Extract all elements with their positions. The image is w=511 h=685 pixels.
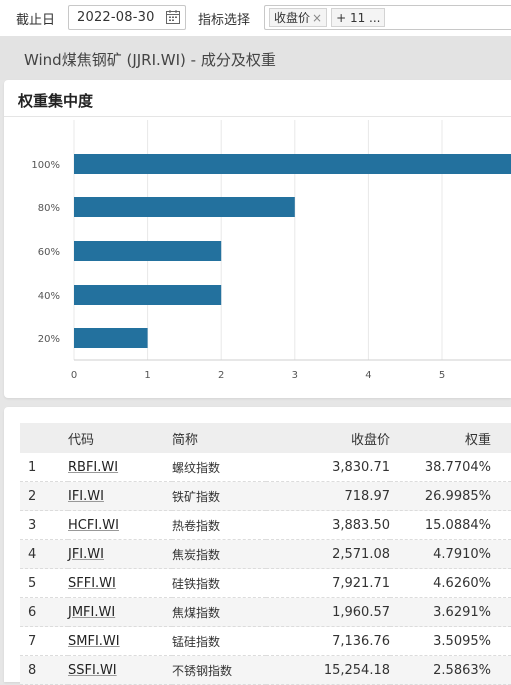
toolbar: 截止日 2022-08-30 指标选择 收盘价 × + 11 ... [0, 0, 511, 36]
x-tick-label: 1 [144, 370, 150, 381]
row-code-cell: SMFI.WI [68, 626, 172, 656]
date-value[interactable]: 2022-08-30 [77, 10, 155, 25]
code-link[interactable]: SSFI.WI [68, 662, 117, 678]
bar [74, 154, 511, 174]
row-close: 718.97 [266, 481, 390, 511]
constituents-panel: 代码 简称 收盘价 权重 1 RBFI.WI 螺纹指数 3,830.71 38.… [4, 407, 511, 685]
row-code-cell: JFI.WI [68, 539, 172, 569]
table-row: 7 SMFI.WI 锰硅指数 7,136.76 3.5095% [20, 626, 511, 656]
row-weight: 3.5095% [390, 626, 511, 656]
row-weight: 15.0884% [390, 510, 511, 540]
row-close: 7,136.76 [266, 626, 390, 656]
indicator-select[interactable]: 收盘价 × + 11 ... [264, 5, 511, 30]
code-link[interactable]: JMFI.WI [68, 604, 116, 620]
divider [4, 116, 511, 117]
header-index [20, 423, 68, 453]
row-name: 锰硅指数 [172, 626, 266, 656]
bar [74, 285, 222, 305]
bar [74, 241, 222, 261]
row-name: 铁矿指数 [172, 481, 266, 511]
row-code-cell: RBFI.WI [68, 453, 172, 482]
row-close: 15,254.18 [266, 655, 390, 685]
table-row: 4 JFI.WI 焦炭指数 2,571.08 4.7910% [20, 539, 511, 569]
x-tick-label: 2 [218, 370, 224, 381]
row-index: 4 [20, 539, 68, 569]
code-link[interactable]: SMFI.WI [68, 633, 120, 649]
table-header-row: 代码 简称 收盘价 权重 [20, 423, 511, 453]
row-code-cell: IFI.WI [68, 481, 172, 511]
concentration-chart: 0 1 2 3 4 5 100% 80% 60% 40% 20% [31, 120, 511, 381]
table-row: 2 IFI.WI 铁矿指数 718.97 26.9985% [20, 481, 511, 511]
row-weight: 4.6260% [390, 568, 511, 598]
table-row: 6 JMFI.WI 焦煤指数 1,960.57 3.6291% [20, 597, 511, 627]
table-row: 1 RBFI.WI 螺纹指数 3,830.71 38.7704% [20, 453, 511, 482]
row-index: 7 [20, 626, 68, 656]
table-row: 3 HCFI.WI 热卷指数 3,883.50 15.0884% [20, 510, 511, 540]
y-tick-label: 40% [38, 291, 60, 302]
more-indicators-tag[interactable]: + 11 ... [331, 8, 386, 27]
indicator-label: 指标选择 [198, 13, 251, 28]
bar [74, 197, 295, 217]
code-link[interactable]: IFI.WI [68, 488, 104, 504]
row-name: 硅铁指数 [172, 568, 266, 598]
selected-indicator-tag[interactable]: 收盘价 × [269, 8, 328, 27]
row-close: 3,883.50 [266, 510, 390, 540]
row-name: 焦煤指数 [172, 597, 266, 627]
row-name: 焦炭指数 [172, 539, 266, 569]
row-name: 热卷指数 [172, 510, 266, 540]
row-close: 1,960.57 [266, 597, 390, 627]
row-name: 螺纹指数 [172, 453, 266, 482]
date-picker[interactable]: 2022-08-30 [68, 5, 186, 30]
row-index: 6 [20, 597, 68, 627]
code-link[interactable]: RBFI.WI [68, 459, 119, 475]
calendar-icon[interactable] [165, 9, 181, 25]
row-name: 不锈钢指数 [172, 655, 266, 685]
y-tick-label: 20% [38, 334, 60, 345]
y-tick-label: 100% [31, 160, 60, 171]
row-weight: 4.7910% [390, 539, 511, 569]
row-index: 5 [20, 568, 68, 598]
header-code[interactable]: 代码 [68, 423, 172, 453]
remove-tag-icon[interactable]: × [312, 10, 323, 25]
header-close[interactable]: 收盘价 [266, 423, 390, 453]
row-index: 2 [20, 481, 68, 511]
concentration-panel: 权重集中度 0 1 2 3 4 5 100% 80% 60% 40% 20% [4, 80, 511, 398]
date-label: 截止日 [16, 13, 56, 28]
row-code-cell: SFFI.WI [68, 568, 172, 598]
x-tick-label: 0 [71, 370, 77, 381]
row-index: 8 [20, 655, 68, 685]
page-title: Wind煤焦钢矿 (JJRI.WI) - 成分及权重 [24, 51, 276, 69]
code-link[interactable]: SFFI.WI [68, 575, 116, 591]
header-weight[interactable]: 权重 [390, 423, 511, 453]
x-tick-label: 5 [439, 370, 445, 381]
y-tick-label: 80% [38, 203, 60, 214]
row-code-cell: JMFI.WI [68, 597, 172, 627]
row-weight: 26.9985% [390, 481, 511, 511]
tag-label: 收盘价 [274, 11, 311, 25]
x-tick-label: 3 [292, 370, 298, 381]
row-weight: 38.7704% [390, 453, 511, 482]
table-row: 5 SFFI.WI 硅铁指数 7,921.71 4.6260% [20, 568, 511, 598]
row-index: 1 [20, 453, 68, 482]
row-weight: 3.6291% [390, 597, 511, 627]
constituents-table: 代码 简称 收盘价 权重 1 RBFI.WI 螺纹指数 3,830.71 38.… [20, 423, 511, 685]
row-close: 2,571.08 [266, 539, 390, 569]
panel-title: 权重集中度 [18, 92, 94, 110]
code-link[interactable]: HCFI.WI [68, 517, 119, 533]
row-code-cell: SSFI.WI [68, 655, 172, 685]
code-link[interactable]: JFI.WI [68, 546, 104, 562]
row-close: 7,921.71 [266, 568, 390, 598]
page-banner: Wind煤焦钢矿 (JJRI.WI) - 成分及权重 [0, 36, 511, 80]
row-index: 3 [20, 510, 68, 540]
x-tick-label: 4 [365, 370, 371, 381]
bar [74, 328, 148, 348]
row-code-cell: HCFI.WI [68, 510, 172, 540]
header-name[interactable]: 简称 [172, 423, 266, 453]
y-tick-label: 60% [38, 247, 60, 258]
table-row: 8 SSFI.WI 不锈钢指数 15,254.18 2.5863% [20, 655, 511, 685]
row-close: 3,830.71 [266, 453, 390, 482]
row-weight: 2.5863% [390, 655, 511, 685]
